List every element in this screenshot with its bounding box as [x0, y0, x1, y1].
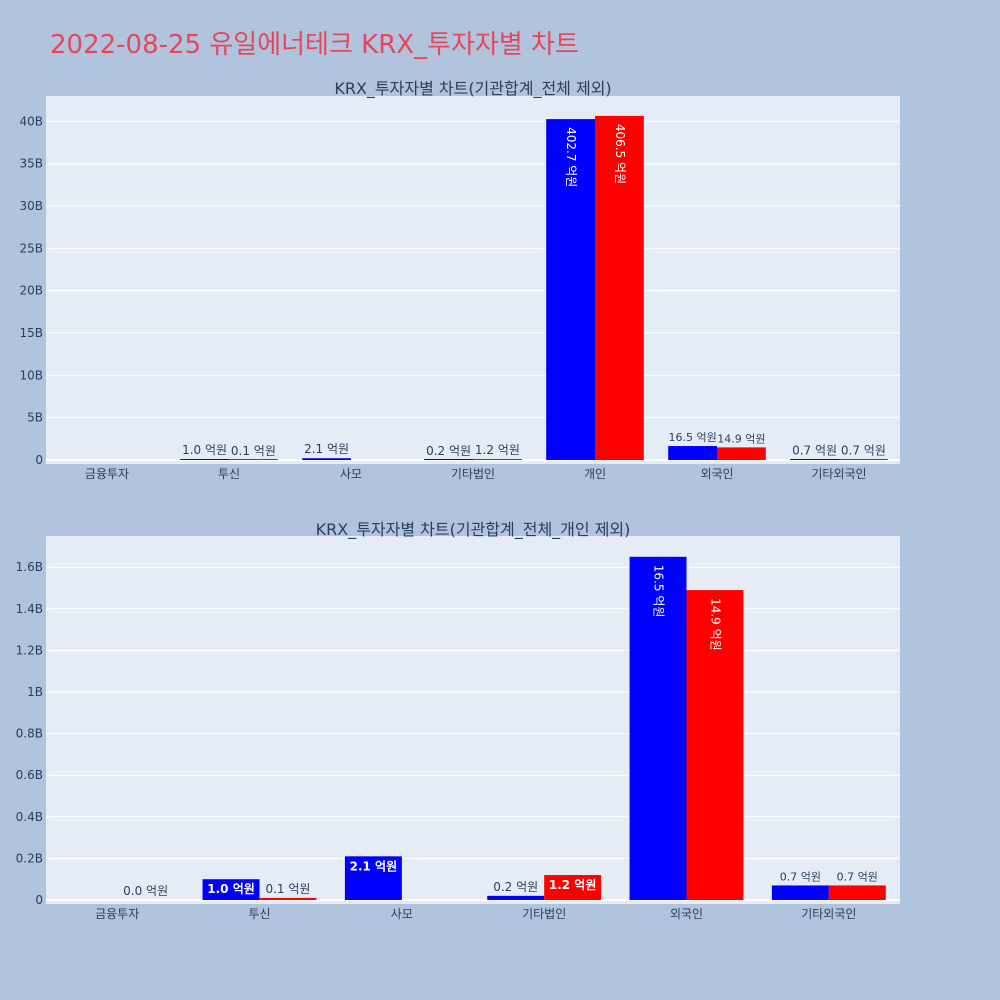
y-tick-label: 1B — [27, 685, 43, 699]
data-label: 16.5 억원 — [652, 565, 666, 618]
x-tick-label: 외국인 — [670, 907, 703, 921]
bar — [828, 885, 886, 900]
y-tick-label: 0.4B — [16, 810, 43, 824]
plot-area-2 — [46, 536, 900, 904]
data-label: 1.2 억원 — [549, 878, 597, 892]
data-label: 0.7 억원 — [841, 443, 886, 457]
data-label: 1.2 억원 — [475, 443, 520, 457]
data-label: 14.9 억원 — [708, 598, 722, 651]
x-tick-label: 기타외국인 — [811, 467, 866, 481]
x-tick-label: 금융투자 — [85, 467, 129, 481]
data-label: 0.1 억원 — [265, 882, 310, 896]
bar — [229, 459, 278, 460]
bar — [202, 879, 260, 900]
data-label: 2.1 억원 — [350, 859, 398, 873]
bar — [717, 447, 766, 460]
bar — [668, 446, 717, 460]
bar — [595, 115, 644, 461]
y-tick-label: 15B — [19, 326, 43, 340]
y-tick-label: 0.2B — [16, 851, 43, 865]
y-tick-label: 40B — [19, 114, 43, 128]
y-tick-label: 0.6B — [16, 768, 43, 782]
y-tick-label: 5B — [27, 411, 43, 425]
data-label: 0.2 억원 — [426, 444, 471, 458]
y-tick-label: 10B — [19, 368, 43, 382]
bar — [839, 459, 888, 460]
chart-title-1: KRX_투자자별 차트(기관합계_전체 제외) — [334, 79, 611, 99]
y-tick-label: 0 — [35, 893, 43, 907]
bar — [544, 875, 602, 900]
data-label: 0.7 억원 — [837, 870, 878, 883]
data-label: 0.2 억원 — [493, 880, 538, 894]
y-tick-label: 1.2B — [16, 643, 43, 657]
bar — [344, 856, 402, 900]
plot-area-1 — [46, 96, 900, 464]
x-tick-label: 투신 — [218, 467, 240, 481]
bar — [259, 897, 317, 900]
bar — [686, 590, 744, 900]
y-tick-label: 0.8B — [16, 727, 43, 741]
page-title: 2022-08-25 유일에너테크 KRX_투자자별 차트 — [50, 30, 579, 60]
bar — [473, 458, 522, 460]
x-tick-label: 투신 — [248, 907, 270, 921]
y-tick-label: 25B — [19, 241, 43, 255]
data-label: 16.5 억원 — [668, 431, 716, 444]
data-label: 0.1 억원 — [231, 444, 276, 458]
y-tick-label: 30B — [19, 199, 43, 213]
chart-title-2: KRX_투자자별 차트(기관합계_전체_개인 제외) — [316, 520, 631, 540]
x-tick-label: 외국인 — [700, 467, 733, 481]
data-label: 1.0 억원 — [207, 882, 255, 896]
data-label: 1.0 억원 — [182, 443, 227, 457]
y-tick-label: 35B — [19, 157, 43, 171]
y-tick-label: 1.6B — [16, 560, 43, 574]
bar — [302, 458, 351, 460]
y-tick-label: 1.4B — [16, 602, 43, 616]
x-tick-label: 기타법인 — [451, 467, 495, 481]
bar — [790, 459, 839, 460]
data-label: 14.9 억원 — [717, 432, 765, 445]
y-tick-label: 0 — [35, 453, 43, 467]
data-label: 0.7 억원 — [792, 443, 837, 457]
bar — [487, 895, 545, 900]
x-tick-label: 사모 — [340, 467, 362, 481]
bar — [180, 459, 229, 460]
data-label: 0.0 억원 — [123, 884, 168, 898]
data-label: 2.1 억원 — [304, 442, 349, 456]
x-tick-label: 사모 — [391, 907, 413, 921]
x-tick-label: 기타외국인 — [801, 907, 856, 921]
x-tick-label: 금융투자 — [95, 907, 139, 921]
bar — [546, 119, 595, 460]
data-label: 0.7 억원 — [780, 870, 821, 883]
x-tick-label: 개인 — [584, 467, 606, 481]
x-tick-label: 기타법인 — [522, 907, 566, 921]
bar — [771, 885, 829, 900]
data-label: 406.5 억원 — [613, 124, 627, 184]
data-label: 402.7 억원 — [564, 127, 578, 187]
y-tick-label: 20B — [19, 284, 43, 298]
bar — [629, 556, 687, 900]
bar — [424, 459, 473, 460]
